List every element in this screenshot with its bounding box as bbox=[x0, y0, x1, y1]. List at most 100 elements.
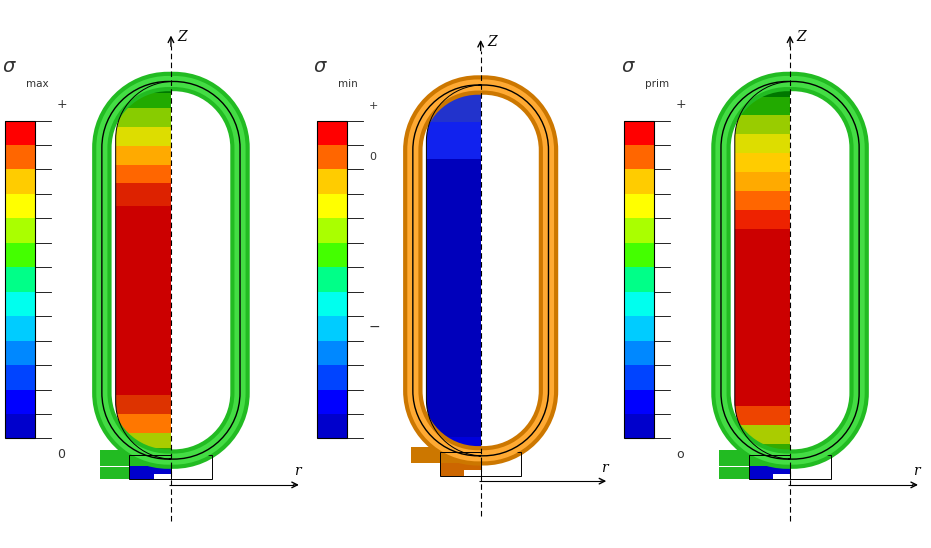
Bar bbox=[100, 450, 171, 466]
Bar bbox=[111, 206, 171, 395]
Bar bbox=[730, 210, 790, 229]
Bar bbox=[480, 40, 575, 501]
Bar bbox=[411, 447, 480, 463]
Bar bbox=[624, 292, 654, 316]
Bar bbox=[730, 172, 790, 191]
Bar bbox=[5, 243, 35, 267]
Bar bbox=[171, 36, 267, 505]
Bar bbox=[5, 169, 35, 194]
Bar bbox=[624, 243, 654, 267]
Text: $\sigma$: $\sigma$ bbox=[314, 58, 329, 76]
Bar bbox=[111, 146, 171, 164]
Bar bbox=[730, 116, 790, 134]
Bar bbox=[465, 470, 497, 480]
Bar bbox=[719, 450, 790, 466]
Bar bbox=[111, 433, 171, 448]
Bar bbox=[5, 414, 35, 438]
Bar bbox=[5, 218, 35, 243]
Bar bbox=[317, 414, 347, 438]
Text: 0: 0 bbox=[369, 152, 376, 162]
Bar bbox=[790, 455, 831, 480]
Bar bbox=[749, 455, 790, 480]
Bar bbox=[624, 341, 654, 365]
Text: prim: prim bbox=[645, 79, 669, 89]
Bar bbox=[100, 467, 129, 480]
Bar bbox=[422, 437, 480, 456]
Bar bbox=[111, 414, 171, 433]
Bar bbox=[730, 229, 790, 406]
Bar bbox=[730, 191, 790, 210]
Bar bbox=[317, 365, 347, 390]
Text: +: + bbox=[676, 98, 687, 111]
Bar bbox=[171, 455, 212, 480]
Bar bbox=[5, 292, 35, 316]
Text: Z: Z bbox=[487, 35, 496, 49]
Bar bbox=[5, 194, 35, 218]
Text: Z: Z bbox=[178, 30, 187, 44]
Bar bbox=[5, 341, 35, 365]
Bar bbox=[317, 316, 347, 341]
Text: min: min bbox=[338, 79, 358, 89]
Bar bbox=[317, 267, 347, 292]
Bar bbox=[730, 444, 790, 459]
Bar bbox=[129, 455, 171, 480]
Bar bbox=[317, 121, 347, 145]
Text: 0: 0 bbox=[57, 448, 65, 461]
Bar bbox=[317, 169, 347, 194]
Bar bbox=[624, 121, 654, 145]
Bar bbox=[111, 164, 171, 184]
Text: −: − bbox=[369, 320, 381, 334]
Bar bbox=[317, 194, 347, 218]
Text: +: + bbox=[57, 98, 68, 111]
Bar bbox=[730, 406, 790, 425]
Bar bbox=[5, 365, 35, 390]
Bar bbox=[749, 455, 790, 480]
Bar bbox=[129, 455, 171, 480]
Bar bbox=[422, 159, 480, 437]
Text: +: + bbox=[369, 101, 378, 111]
Bar bbox=[5, 121, 35, 145]
Text: r: r bbox=[601, 461, 608, 475]
Text: o: o bbox=[676, 448, 683, 461]
Bar bbox=[111, 108, 171, 127]
Text: r: r bbox=[294, 465, 301, 478]
Bar bbox=[317, 243, 347, 267]
Bar bbox=[111, 395, 171, 414]
Bar bbox=[624, 218, 654, 243]
Bar bbox=[624, 365, 654, 390]
Bar bbox=[171, 455, 212, 480]
Bar bbox=[790, 36, 886, 505]
Bar bbox=[111, 127, 171, 146]
Bar bbox=[317, 292, 347, 316]
Bar bbox=[730, 96, 790, 116]
Text: $\sigma$: $\sigma$ bbox=[2, 58, 17, 76]
Bar bbox=[155, 474, 187, 484]
Bar bbox=[111, 448, 171, 459]
Bar bbox=[624, 414, 654, 438]
Bar bbox=[317, 390, 347, 414]
Bar bbox=[719, 467, 749, 480]
Text: max: max bbox=[26, 79, 48, 89]
Text: Z: Z bbox=[797, 30, 806, 44]
Bar bbox=[624, 390, 654, 414]
Bar bbox=[624, 316, 654, 341]
Bar bbox=[480, 452, 521, 476]
Bar bbox=[730, 82, 790, 96]
Text: r: r bbox=[913, 465, 920, 478]
Bar bbox=[422, 122, 480, 159]
Bar bbox=[317, 341, 347, 365]
Bar bbox=[317, 218, 347, 243]
Bar bbox=[111, 184, 171, 206]
Bar bbox=[317, 145, 347, 169]
Bar bbox=[422, 85, 480, 122]
Bar bbox=[5, 316, 35, 341]
Bar bbox=[624, 145, 654, 169]
Bar bbox=[624, 194, 654, 218]
Bar bbox=[5, 390, 35, 414]
Bar bbox=[774, 474, 806, 484]
Bar bbox=[111, 82, 171, 93]
Bar bbox=[624, 169, 654, 194]
Bar bbox=[111, 93, 171, 108]
Bar bbox=[624, 267, 654, 292]
Bar bbox=[440, 452, 480, 476]
